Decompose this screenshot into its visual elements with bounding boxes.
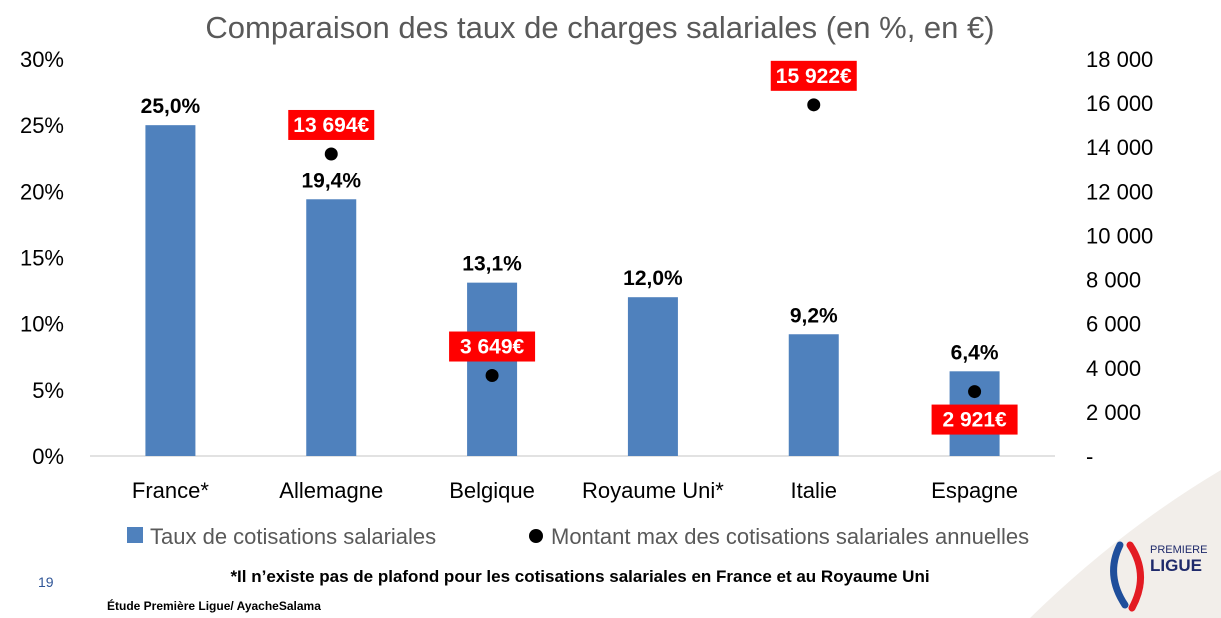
x-tick-label: Italie <box>791 478 837 503</box>
premiere-ligue-logo: PREMIERE LIGUE <box>1030 470 1221 618</box>
y-axis-left: 0% 5% 10% 15% 20% 25% 30% <box>20 47 64 469</box>
marker-label-background <box>770 60 857 91</box>
y-right-tick-label: 14 000 <box>1086 135 1153 160</box>
bars-group: 25,0% 19,4% 13,1% 12,0% 9,2% 6,4% <box>141 95 1000 457</box>
bar-data-label: 13,1% <box>462 253 522 276</box>
y-left-tick-label: 0% <box>32 444 64 469</box>
y-right-tick-label: 8 000 <box>1086 268 1141 293</box>
marker-data-label: 3 649€ <box>460 336 525 359</box>
logo-red-stroke <box>1126 541 1144 612</box>
marker-data-label: 2 921€ <box>942 409 1007 432</box>
y-right-tick-label: 6 000 <box>1086 312 1141 337</box>
x-tick-label: Belgique <box>449 478 535 503</box>
bar-data-label: 19,4% <box>301 169 361 192</box>
bar-data-label: 6,4% <box>951 341 999 364</box>
page-number: 19 <box>38 574 54 590</box>
logo-text-premiere: PREMIERE <box>1150 544 1207 556</box>
y-right-tick-label: 16 000 <box>1086 91 1153 116</box>
marker-data-label: 13 694€ <box>293 114 369 137</box>
y-right-tick-label: 10 000 <box>1086 223 1153 248</box>
x-axis-labels: France* Allemagne Belgique Royaume Uni* Ital… <box>132 478 1018 503</box>
y-left-tick-label: 15% <box>20 246 64 271</box>
chart-title: Comparaison des taux de charges salarial… <box>205 10 994 45</box>
logo-blue-stroke <box>1110 541 1129 609</box>
y-right-tick-label: 18 000 <box>1086 47 1153 72</box>
bar-data-label: 12,0% <box>623 267 683 290</box>
legend-bar-label: Taux de cotisations salariales <box>150 524 436 549</box>
x-tick-label: Allemagne <box>279 478 383 503</box>
marker-label-background <box>449 331 536 362</box>
logo-backdrop <box>1030 470 1221 618</box>
legend-marker-swatch <box>529 529 543 543</box>
marker-point <box>324 147 338 161</box>
legend-marker-label: Montant max des cotisations salariales a… <box>551 524 1029 549</box>
marker-point <box>807 98 821 112</box>
y-left-tick-label: 30% <box>20 47 64 72</box>
legend-bar-swatch <box>127 527 143 543</box>
y-right-tick-label: 12 000 <box>1086 179 1153 204</box>
marker-data-label: 15 922€ <box>776 65 852 88</box>
legend: Taux de cotisations salariales Montant m… <box>127 524 1029 549</box>
y-axis-right: - 2 000 4 000 6 000 8 000 10 000 12 000 14 000 1… <box>1086 47 1153 469</box>
footnote: *Il n’existe pas de plafond pour les cot… <box>230 567 929 586</box>
y-right-tick-label: - <box>1086 444 1093 469</box>
y-right-tick-label: 2 000 <box>1086 400 1141 425</box>
y-left-tick-label: 20% <box>20 179 64 204</box>
bar-data-label: 9,2% <box>790 304 838 327</box>
marker-label-background <box>288 109 375 140</box>
x-tick-label: France* <box>132 478 209 503</box>
bar <box>145 125 196 457</box>
x-tick-label: Royaume Uni* <box>582 478 724 503</box>
bar <box>627 297 678 456</box>
y-right-tick-label: 4 000 <box>1086 356 1141 381</box>
x-tick-label: Espagne <box>931 478 1018 503</box>
markers-group: 13 694€ 3 649€ 15 922€ 2 921€ <box>288 60 1018 435</box>
bar-data-label: 25,0% <box>141 95 201 118</box>
y-left-tick-label: 10% <box>20 312 64 337</box>
marker-point <box>485 369 499 383</box>
bar <box>306 199 357 457</box>
y-left-tick-label: 5% <box>32 378 64 403</box>
marker-point <box>968 385 982 399</box>
bar <box>788 334 839 456</box>
logo-text-ligue: LIGUE <box>1150 556 1202 575</box>
source-credit: Étude Première Ligue/ AyacheSalama <box>107 598 321 613</box>
y-left-tick-label: 25% <box>20 113 64 138</box>
marker-label-background <box>931 404 1018 435</box>
